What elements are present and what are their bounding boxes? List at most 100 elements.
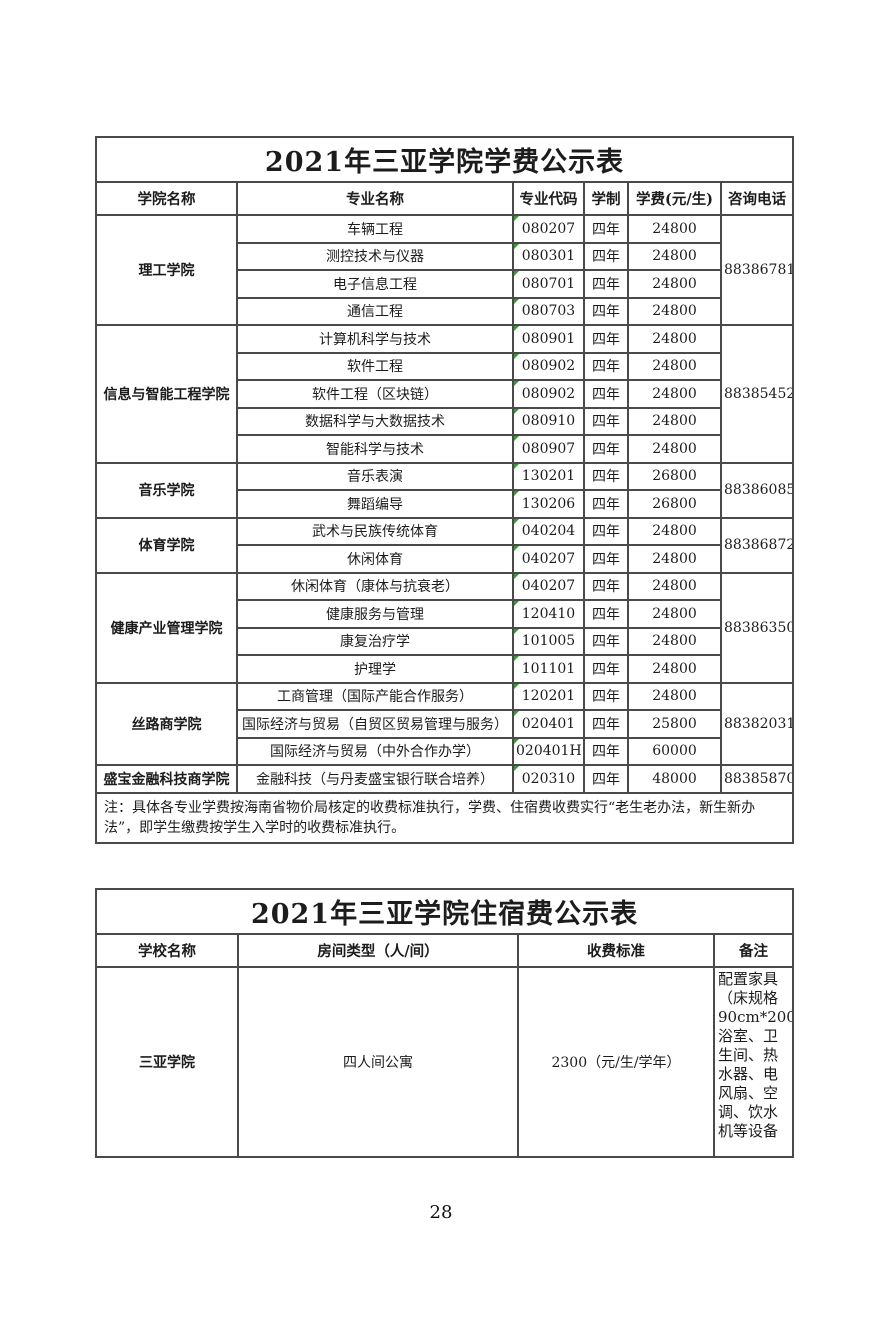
tuition-row: 体育学院 武术与民族传统体育 040204 四年 24800 88386872: [95, 516, 794, 574]
header-school: 学校名称: [95, 933, 239, 968]
header-code: 专业代码: [512, 181, 585, 216]
remark-cell: 配置家具（床规格90cm*200cm)、浴室、卫生间、热水器、电风扇、空调、饮水…: [712, 966, 795, 1158]
tuition-note: 注：具体各专业学费按海南省物价局核定的收费标准执行，学费、住宿费收费实行“老生老…: [95, 791, 794, 844]
fee-cell: 24800: [627, 654, 722, 684]
tuition-row: 理工学院 车辆工程 080207 四年 24800 88386781: [95, 214, 794, 326]
accommodation-title-row: 2021年三亚学院住宿费公示表: [94, 888, 795, 935]
tuition-row: 数据科学与大数据技术 080910 四年 24800: [96, 406, 793, 436]
major-cell: 休闲体育（康体与抗衰老）: [236, 571, 514, 601]
major-cell: 软件工程（区块链）: [236, 379, 514, 409]
duration-cell: 四年: [583, 516, 629, 546]
header-college: 学院名称: [95, 181, 238, 216]
major-cell: 工商管理（国际产能合作服务）: [236, 681, 514, 711]
major-cell: 电子信息工程: [236, 269, 514, 299]
fee-cell: 24800: [627, 626, 722, 656]
fee-cell: 24800: [627, 324, 722, 354]
duration-cell: 四年: [583, 324, 629, 354]
tuition-row: 信息与智能工程学院 计算机科学与技术 080901 四年 24800 88385452: [95, 324, 794, 464]
fee-cell: 26800: [627, 461, 722, 491]
tuition-row: 软件工程 080902 四年 24800: [96, 351, 793, 381]
tuition-table-title: 2021年三亚学院学费公示表: [95, 136, 794, 183]
duration-cell: 四年: [583, 681, 629, 711]
duration-cell: 四年: [583, 269, 629, 299]
duration-cell: 四年: [583, 351, 629, 381]
room-type-cell: 四人间公寓: [237, 966, 519, 1158]
phone-cell: 88382031: [720, 681, 794, 766]
major-code-cell: 101005: [512, 626, 585, 656]
major-code-cell: 020401H: [512, 736, 585, 766]
duration-cell: 四年: [583, 571, 629, 601]
tuition-row: 丝路商学院 工商管理（国际产能合作服务） 120201 四年 24800 88382031: [95, 681, 794, 766]
major-cell: 武术与民族传统体育: [236, 516, 514, 546]
major-code-cell: 080901: [512, 324, 585, 354]
duration-cell: 四年: [583, 434, 629, 464]
header-phone: 咨询电话: [720, 181, 794, 216]
tuition-row: 音乐学院 音乐表演 130201 四年 26800 88386085: [95, 461, 794, 519]
major-code-cell: 080703: [512, 296, 585, 326]
duration-cell: 四年: [583, 764, 629, 794]
fee-cell: 48000: [627, 764, 722, 794]
major-cell: 计算机科学与技术: [236, 324, 514, 354]
major-code-cell: 080910: [512, 406, 585, 436]
accommodation-row: 三亚学院 四人间公寓 2300（元/生/学年） 配置家具（床规格90cm*200…: [95, 966, 795, 1158]
major-cell: 测控技术与仪器: [236, 241, 514, 271]
phone-cell: 88386085: [720, 461, 794, 519]
tuition-table-body: 理工学院 车辆工程 080207 四年 24800 88386781 测控技术与仪器 0803…: [95, 214, 794, 794]
fee-cell: 24800: [627, 599, 722, 629]
phone-cell: 88385452: [720, 324, 794, 464]
tuition-header-row: 学院名称 专业名称 专业代码 学制 学费(元/生) 咨询电话: [95, 181, 794, 216]
major-code-cell: 040204: [512, 516, 585, 546]
header-major: 专业名称: [236, 181, 514, 216]
tuition-row: 健康服务与管理 120410 四年 24800: [96, 599, 793, 629]
tuition-title-row: 2021年三亚学院学费公示表: [95, 136, 794, 183]
college-cell: 丝路商学院: [95, 681, 238, 766]
accommodation-table-title: 2021年三亚学院住宿费公示表: [94, 888, 795, 935]
major-code-cell: 080207: [512, 214, 585, 244]
major-code-cell: 120201: [512, 681, 585, 711]
major-cell: 数据科学与大数据技术: [236, 406, 514, 436]
major-code-cell: 040207: [512, 571, 585, 601]
tuition-row: 舞蹈编导 130206 四年 26800: [96, 489, 793, 519]
fee-cell: 24800: [627, 406, 722, 436]
fee-cell: 24800: [627, 379, 722, 409]
tuition-row: 康复治疗学 101005 四年 24800: [96, 626, 793, 656]
fee-standard-cell: 2300（元/生/学年）: [517, 966, 715, 1158]
accommodation-fee-table: 2021年三亚学院住宿费公示表 学校名称 房间类型（人/间） 收费标准 备注 三…: [94, 888, 795, 1158]
major-code-cell: 020401: [512, 709, 585, 739]
phone-cell: 88386872: [720, 516, 794, 574]
major-cell: 国际经济与贸易（中外合作办学）: [236, 736, 514, 766]
fee-cell: 24800: [627, 681, 722, 711]
college-cell: 盛宝金融科技商学院: [95, 764, 238, 794]
major-cell: 软件工程: [236, 351, 514, 381]
phone-cell: 88386781: [720, 214, 794, 326]
duration-cell: 四年: [583, 489, 629, 519]
major-code-cell: 080902: [512, 351, 585, 381]
duration-cell: 四年: [583, 241, 629, 271]
major-code-cell: 080907: [512, 434, 585, 464]
major-cell: 通信工程: [236, 296, 514, 326]
tuition-row: 通信工程 080703 四年 24800: [96, 296, 793, 326]
page-number: 28: [429, 1202, 453, 1223]
school-cell: 三亚学院: [95, 966, 239, 1158]
major-code-cell: 080701: [512, 269, 585, 299]
duration-cell: 四年: [583, 736, 629, 766]
tuition-row: 智能科学与技术 080907 四年 24800: [96, 434, 793, 464]
major-code-cell: 080301: [512, 241, 585, 271]
tuition-row: 测控技术与仪器 080301 四年 24800: [96, 241, 793, 271]
duration-cell: 四年: [583, 214, 629, 244]
major-code-cell: 130206: [512, 489, 585, 519]
phone-cell: 88385870: [720, 764, 794, 794]
major-cell: 康复治疗学: [236, 626, 514, 656]
duration-cell: 四年: [583, 709, 629, 739]
fee-cell: 24800: [627, 516, 722, 546]
major-code-cell: 020310: [512, 764, 585, 794]
tuition-note-row: 注：具体各专业学费按海南省物价局核定的收费标准执行，学费、住宿费收费实行“老生老…: [95, 791, 794, 844]
college-cell: 理工学院: [95, 214, 238, 326]
duration-cell: 四年: [583, 296, 629, 326]
major-cell: 智能科学与技术: [236, 434, 514, 464]
fee-cell: 25800: [627, 709, 722, 739]
fee-cell: 24800: [627, 571, 722, 601]
major-cell: 车辆工程: [236, 214, 514, 244]
major-code-cell: 040207: [512, 544, 585, 574]
